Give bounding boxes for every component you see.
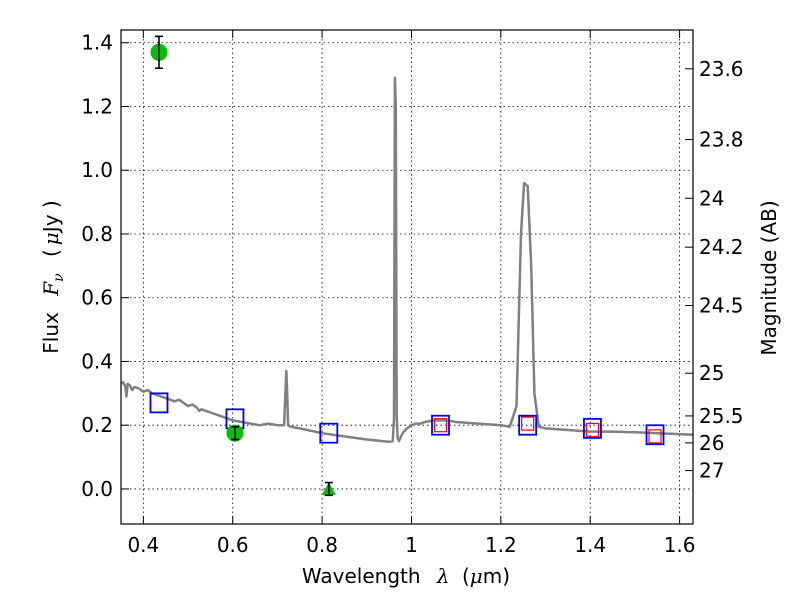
blue-square-marker [518, 414, 538, 436]
red-square-marker [521, 416, 535, 431]
blue-square-marker [645, 424, 665, 446]
y2-tick-label: 24 [699, 186, 724, 210]
x-axis-label: Wavelength λ (μm) [302, 564, 510, 588]
label-layer: 0.4 0.6 0.8 1 1.2 1.4 1.6 0.0 0.2 0.4 0.6 0.8 1.0 1.2… [81, 31, 743, 557]
x-tick-label: 0.8 [306, 533, 338, 557]
plot-frame [120, 29, 694, 525]
blue-square-marker [149, 392, 169, 414]
grid-layer [121, 30, 693, 524]
blue-square-marker [431, 414, 450, 436]
y2-tick-label: 25 [699, 361, 724, 385]
y-tick-label: 1.4 [81, 31, 113, 55]
y2-tick-label: 26 [699, 431, 724, 455]
spectrum-line [120, 76, 694, 444]
y-tick-label: 1.0 [81, 158, 113, 182]
x-tick-label: 1.2 [485, 533, 517, 557]
y-tick-label: 0.2 [81, 413, 113, 437]
y-tick-label: 0.6 [81, 286, 113, 310]
y2-tick-label: 27 [699, 459, 724, 483]
x-tick-label: 0.6 [217, 533, 249, 557]
spectrum-layer [120, 76, 694, 444]
x-tick-label: 1.6 [664, 533, 696, 557]
y2-tick-label: 24.5 [699, 294, 744, 318]
blue-square-marker [319, 422, 339, 444]
y2-tick-label: 23.8 [699, 127, 744, 151]
y2-tick-label: 25.5 [699, 404, 744, 428]
y-tick-label: 0.0 [81, 477, 113, 501]
y-tick-label: 1.2 [81, 94, 113, 118]
tick-layer [121, 30, 693, 524]
y-tick-label: 0.4 [81, 349, 113, 373]
red-square-marker [433, 418, 448, 433]
marker-layer [149, 35, 665, 497]
blue-square-marker [583, 417, 602, 439]
y-axis-label: Flux Fν (μJy ) [39, 200, 68, 353]
red-square-marker [648, 429, 662, 444]
y2-axis-label: Magnitude (AB) [757, 200, 781, 355]
y-tick-label: 0.8 [81, 222, 113, 246]
red-square-marker [585, 422, 600, 438]
x-tick-label: 1.4 [574, 533, 606, 557]
x-tick-label: 0.4 [127, 533, 159, 557]
y2-tick-label: 24.2 [699, 235, 744, 259]
y2-tick-label: 23.6 [699, 57, 744, 81]
x-tick-label: 1 [405, 533, 418, 557]
